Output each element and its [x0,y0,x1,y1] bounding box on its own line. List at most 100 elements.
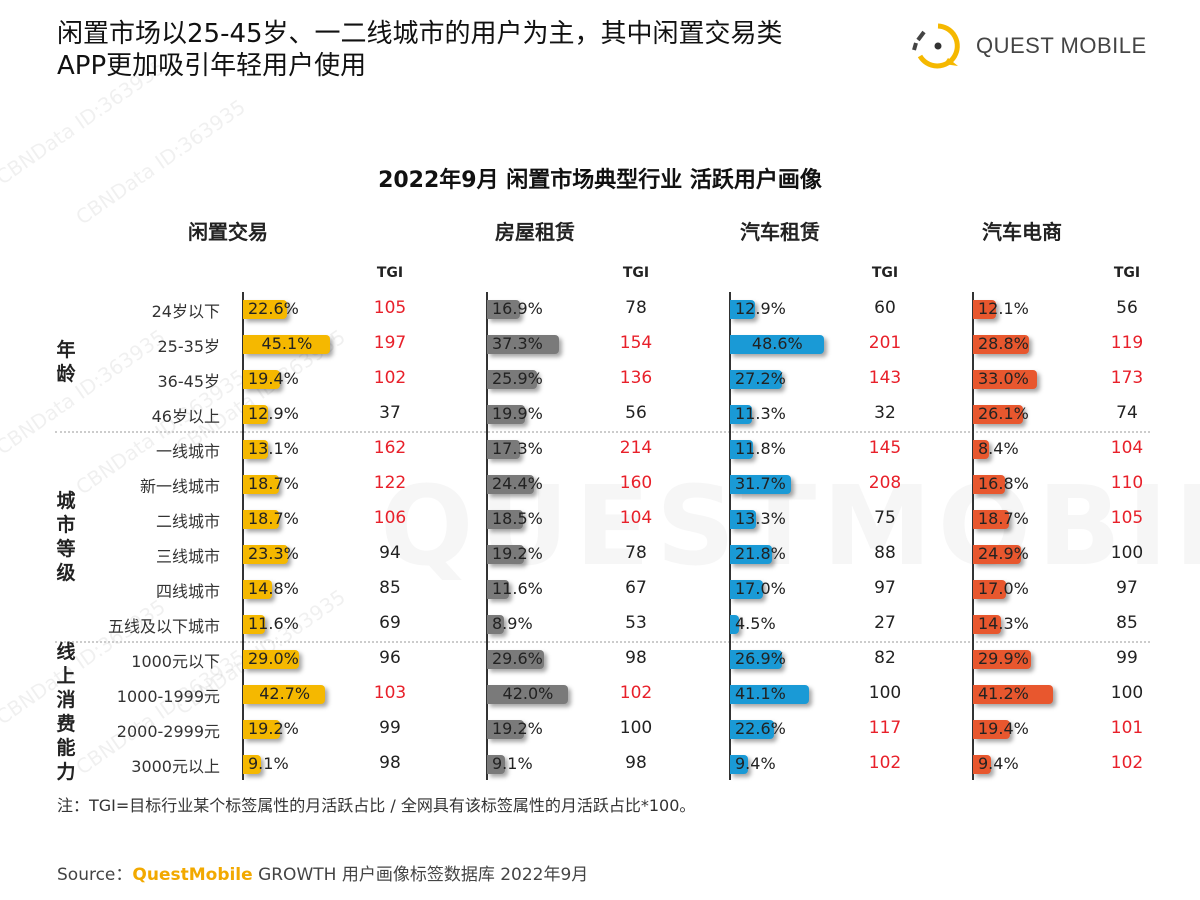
value-label: 21.8% [735,544,786,563]
bar [973,510,1010,529]
category-label: 四线城市 [155,582,220,601]
value-label: 4.5% [735,614,776,633]
value-label: 19.2% [492,544,543,563]
title-line-2: APP更加吸引年轻用户使用 [57,51,367,81]
category-label: 1000元以下 [131,652,220,671]
bar [487,370,537,389]
category-label: 3000元以上 [131,757,220,776]
tgi-value: 99 [1116,648,1138,668]
tgi-value: 102 [373,368,407,388]
bar [487,755,505,774]
tgi-value: 56 [625,403,647,423]
value-label: 11.3% [735,404,786,423]
bar [487,580,510,599]
value-label: 19.4% [248,369,299,388]
tgi-value: 56 [1116,298,1138,318]
bar [730,615,739,634]
tgi-value: 102 [1110,753,1144,773]
value-label: 26.1% [978,404,1029,423]
value-label: 11.6% [492,579,543,598]
bar [730,335,824,354]
tgi-value: 102 [868,753,902,773]
value-label: 45.1% [261,334,313,353]
bar [973,615,1001,634]
category-label: 36-45岁 [157,372,221,391]
value-label: 11.8% [735,439,786,458]
source-text: GROWTH 用户画像标签数据库 2022年9月 [252,865,589,885]
value-label: 22.6% [735,719,786,738]
logo-text: QUEST MOBILE [976,33,1147,58]
tgi-value: 88 [874,543,896,563]
tgi-value: 145 [868,438,902,458]
tgi-value: 162 [373,438,407,458]
category-label: 24岁以下 [151,302,220,321]
footnote: 注：TGI=目标行业某个标签属性的月活跃占比 / 全网具有该标签属性的月活跃占比… [57,796,696,815]
category-label: 一线城市 [155,442,220,461]
tgi-value: 98 [379,753,401,773]
value-label: 8.9% [492,614,533,633]
tgi-value: 100 [868,683,902,703]
value-label: 29.6% [492,649,543,668]
tgi-value: 197 [373,333,407,353]
value-label: 31.7% [735,474,786,493]
bar [730,510,756,529]
value-label: 48.6% [751,334,803,353]
value-label: 17.3% [492,439,543,458]
tgi-value: 100 [1110,543,1144,563]
tgi-value: 96 [379,648,401,668]
logo-mark-icon [912,23,960,69]
value-label: 9.1% [492,754,533,773]
tgi-value: 103 [373,683,407,703]
bar [243,720,281,739]
bar [730,370,783,389]
category-label: 五线及以下城市 [107,617,220,636]
value-label: 13.3% [735,509,786,528]
page-title: 闲置市场以25-45岁、一二线城市的用户为主，其中闲置交易类 APP更加吸引年轻… [57,18,783,82]
tgi-value: 160 [619,473,653,493]
value-label: 27.2% [735,369,786,388]
source-brand: QuestMobile [132,865,253,885]
bar [243,370,281,389]
tgi-value: 100 [1110,683,1144,703]
bar [487,685,569,704]
value-label: 12.9% [735,299,786,318]
source-line: Source：QuestMobile GROWTH 用户画像标签数据库 2022… [57,860,588,885]
bar [487,300,520,319]
value-label: 29.0% [248,649,299,668]
tgi-value: 85 [379,578,401,598]
value-label: 17.0% [735,579,786,598]
bar [973,720,1011,739]
bar [243,545,288,564]
title-line-1: 闲置市场以25-45岁、一二线城市的用户为主，其中闲置交易类 [57,19,783,49]
bar [973,580,1006,599]
tgi-value: 110 [1110,473,1144,493]
tgi-value: 104 [1110,438,1144,458]
value-label: 33.0% [978,369,1029,388]
source-prefix: Source： [57,865,133,885]
bar [487,650,545,669]
bar [973,545,1022,564]
value-label: 12.9% [248,404,299,423]
panel-title: 闲置交易 [188,220,268,244]
value-label: 11.6% [248,614,299,633]
tgi-value: 78 [625,298,647,318]
tgi-value: 27 [874,613,896,633]
tgi-value: 143 [868,368,902,388]
tgi-value: 75 [874,508,896,528]
value-label: 8.4% [978,439,1019,458]
bar [730,685,810,704]
tgi-header: TGI [622,265,650,281]
bar [243,475,280,494]
tgi-value: 214 [619,438,653,458]
tgi-value: 102 [619,683,653,703]
tgi-value: 154 [619,333,653,353]
bar [730,440,753,459]
bar [243,405,268,424]
bar [730,475,792,494]
value-label: 25.9% [492,369,543,388]
bar [243,615,266,634]
bar [243,650,299,669]
tgi-header: TGI [871,265,899,281]
tgi-value: 208 [868,473,902,493]
value-label: 17.0% [978,579,1029,598]
